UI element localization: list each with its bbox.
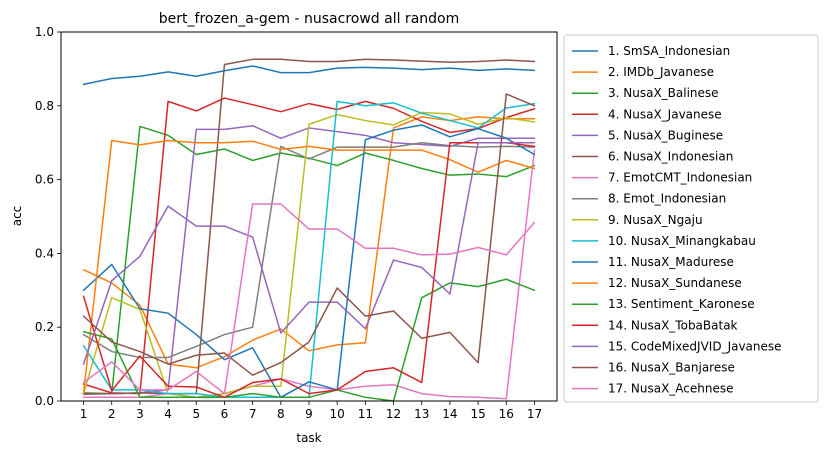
x-tick-label: 10 <box>330 407 345 421</box>
legend-label: 7. EmotCMT_Indonesian <box>608 171 752 185</box>
legend-label: 10. NusaX_Minangkabau <box>608 234 756 248</box>
legend-label: 15. CodeMixedJVID_Javanese <box>608 339 782 353</box>
x-tick-label: 9 <box>305 407 313 421</box>
x-tick-label: 13 <box>414 407 429 421</box>
y-tick-label: 0.2 <box>35 320 54 334</box>
legend-label: 4. NusaX_Javanese <box>608 107 722 121</box>
legend-frame <box>563 34 819 403</box>
legend-label: 1. SmSA_Indonesian <box>608 44 730 58</box>
legend-label: 16. NusaX_Banjarese <box>608 361 735 375</box>
y-axis-label: acc <box>10 206 24 227</box>
legend-label: 3. NusaX_Balinese <box>608 86 719 100</box>
chart-title: bert_frozen_a-gem - nusacrowd all random <box>159 11 459 27</box>
series-line-14 <box>82 141 536 399</box>
x-axis-label: task <box>296 431 321 445</box>
x-tick-label: 14 <box>442 407 457 421</box>
series-line-2 <box>82 116 536 369</box>
plot-lines <box>82 58 536 402</box>
x-tick-label: 17 <box>527 407 542 421</box>
series-line-9 <box>82 111 536 399</box>
legend-label: 11. NusaX_Madurese <box>608 255 734 269</box>
x-tick-label: 6 <box>221 407 229 421</box>
series-line-6 <box>82 58 536 395</box>
legend-label: 6. NusaX_Indonesian <box>608 150 733 164</box>
series-line-16 <box>82 93 536 376</box>
series-line-15 <box>82 141 536 365</box>
legend-label: 9. NusaX_Ngaju <box>608 213 703 227</box>
x-tick-label: 1 <box>80 407 88 421</box>
x-tick-label: 12 <box>386 407 401 421</box>
x-tick-label: 5 <box>192 407 200 421</box>
series-line-1 <box>82 65 536 86</box>
legend-label: 13. Sentiment_Karonese <box>608 297 755 311</box>
x-tick-label: 4 <box>164 407 172 421</box>
legend-label: 8. Emot_Indonesian <box>608 192 726 206</box>
x-tick-label: 15 <box>470 407 485 421</box>
x-tick-label: 16 <box>499 407 514 421</box>
series-line-11 <box>82 124 536 399</box>
x-tick-label: 7 <box>249 407 257 421</box>
y-tick-label: 0.0 <box>35 394 54 408</box>
y-tick-label: 0.8 <box>35 99 54 113</box>
series-line-7 <box>82 149 536 400</box>
x-tick-label: 8 <box>277 407 285 421</box>
series-line-8 <box>82 141 536 359</box>
series-line-12 <box>82 139 536 395</box>
y-tick-label: 1.0 <box>35 25 54 39</box>
legend-label: 14. NusaX_TobaBatak <box>608 318 738 332</box>
y-axis: 0.0 0.2 0.4 0.6 0.8 1.0 <box>35 25 61 408</box>
x-tick-label: 11 <box>358 407 373 421</box>
legend: 1. SmSA_Indonesian 2. IMDb_Javanese 3. Nus… <box>563 34 819 403</box>
x-tick-label: 3 <box>136 407 144 421</box>
y-tick-label: 0.4 <box>35 246 54 260</box>
series-line-4 <box>82 97 536 395</box>
x-axis: 1 2 3 4 5 6 7 8 9 10 11 12 13 14 15 16 17 <box>80 401 542 421</box>
series-line-17 <box>82 203 536 395</box>
legend-label: 2. IMDb_Javanese <box>608 65 714 79</box>
series-line-13 <box>82 278 536 402</box>
y-tick-label: 0.6 <box>35 173 54 187</box>
legend-label: 17. NusaX_Acehnese <box>608 382 734 396</box>
legend-label: 12. NusaX_Sundanese <box>608 276 742 290</box>
legend-label: 5. NusaX_Buginese <box>608 128 723 142</box>
x-tick-label: 2 <box>108 407 116 421</box>
